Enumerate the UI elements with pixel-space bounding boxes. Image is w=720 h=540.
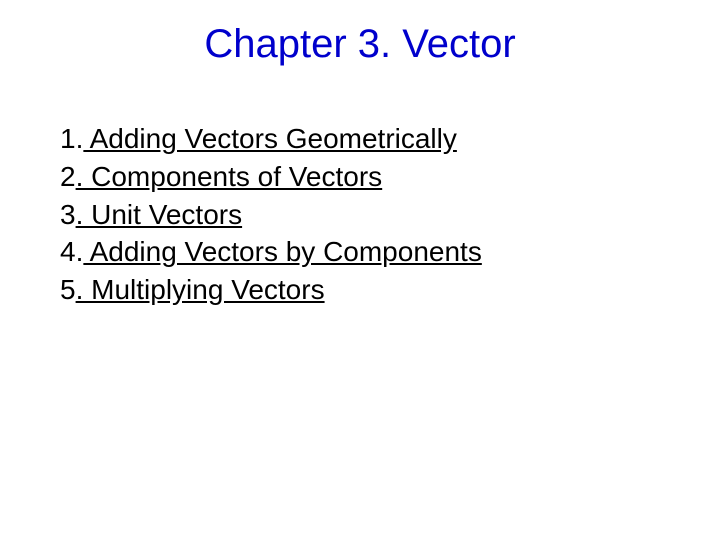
list-item: 3. Unit Vectors xyxy=(60,196,482,234)
item-number: 5 xyxy=(60,274,76,305)
item-number: 2 xyxy=(60,161,76,192)
slide: Chapter 3. Vector 1. Adding Vectors Geom… xyxy=(0,0,720,540)
item-number: 3 xyxy=(60,199,76,230)
item-link[interactable]: Adding Vectors by Components xyxy=(83,236,481,267)
item-link[interactable]: . Components of Vectors xyxy=(76,161,383,192)
item-link[interactable]: Adding Vectors Geometrically xyxy=(83,123,457,154)
list-item: 4. Adding Vectors by Components xyxy=(60,233,482,271)
list-item: 1. Adding Vectors Geometrically xyxy=(60,120,482,158)
item-link[interactable]: . Unit Vectors xyxy=(76,199,243,230)
item-number: 4 xyxy=(60,236,76,267)
item-number: 1 xyxy=(60,123,76,154)
slide-title: Chapter 3. Vector xyxy=(0,22,720,67)
toc-list: 1. Adding Vectors Geometrically 2. Compo… xyxy=(60,120,482,309)
item-link[interactable]: . Multiplying Vectors xyxy=(76,274,325,305)
list-item: 5. Multiplying Vectors xyxy=(60,271,482,309)
list-item: 2. Components of Vectors xyxy=(60,158,482,196)
